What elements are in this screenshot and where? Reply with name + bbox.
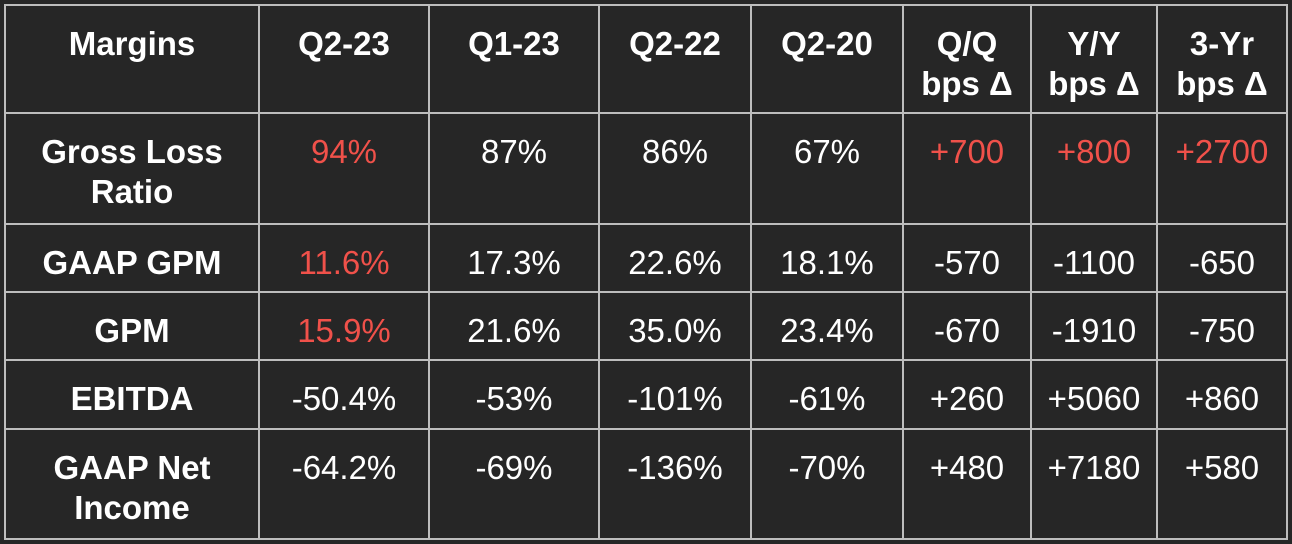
cell-value: -69% bbox=[428, 427, 600, 541]
cell-value: +5060 bbox=[1030, 359, 1158, 430]
header-q2-23: Q2-23 bbox=[258, 3, 430, 115]
cell-value: -61% bbox=[750, 359, 904, 430]
cell-value: 21.6% bbox=[428, 291, 600, 362]
cell-value: +800 bbox=[1030, 112, 1158, 225]
cell-value: -50.4% bbox=[258, 359, 430, 430]
header-q2-22: Q2-22 bbox=[598, 3, 752, 115]
header-row: Margins Q2-23 Q1-23 Q2-22 Q2-20 Q/Q bps Δ… bbox=[4, 3, 1288, 115]
table-row: GAAP GPM 11.6% 17.3% 22.6% 18.1% -570 -1… bbox=[4, 222, 1288, 294]
header-qq-bps: Q/Q bps Δ bbox=[902, 3, 1032, 115]
cell-value: -650 bbox=[1156, 222, 1288, 294]
cell-value: 86% bbox=[598, 112, 752, 225]
margins-table: Margins Q2-23 Q1-23 Q2-22 Q2-20 Q/Q bps Δ… bbox=[4, 3, 1288, 541]
table-row: EBITDA -50.4% -53% -101% -61% +260 +5060… bbox=[4, 359, 1288, 430]
cell-value: -670 bbox=[902, 291, 1032, 362]
table-row: GPM 15.9% 21.6% 35.0% 23.4% -670 -1910 -… bbox=[4, 291, 1288, 362]
cell-value: 94% bbox=[258, 112, 430, 225]
cell-value: 11.6% bbox=[258, 222, 430, 294]
cell-value: 18.1% bbox=[750, 222, 904, 294]
row-label: GAAP Net Income bbox=[4, 427, 260, 541]
header-yy-bps: Y/Y bps Δ bbox=[1030, 3, 1158, 115]
cell-value: -570 bbox=[902, 222, 1032, 294]
table-row: Gross Loss Ratio 94% 87% 86% 67% +700 +80… bbox=[4, 112, 1288, 225]
cell-value: -136% bbox=[598, 427, 752, 541]
cell-value: -64.2% bbox=[258, 427, 430, 541]
cell-value: -53% bbox=[428, 359, 600, 430]
cell-value: +480 bbox=[902, 427, 1032, 541]
row-label: GPM bbox=[4, 291, 260, 362]
cell-value: -70% bbox=[750, 427, 904, 541]
row-label: EBITDA bbox=[4, 359, 260, 430]
cell-value: 15.9% bbox=[258, 291, 430, 362]
header-q2-20: Q2-20 bbox=[750, 3, 904, 115]
cell-value: +260 bbox=[902, 359, 1032, 430]
cell-value: +580 bbox=[1156, 427, 1288, 541]
cell-value: 23.4% bbox=[750, 291, 904, 362]
header-q1-23: Q1-23 bbox=[428, 3, 600, 115]
cell-value: -750 bbox=[1156, 291, 1288, 362]
cell-value: +7180 bbox=[1030, 427, 1158, 541]
cell-value: 17.3% bbox=[428, 222, 600, 294]
cell-value: 87% bbox=[428, 112, 600, 225]
cell-value: -101% bbox=[598, 359, 752, 430]
row-label: GAAP GPM bbox=[4, 222, 260, 294]
cell-value: +700 bbox=[902, 112, 1032, 225]
row-label: Gross Loss Ratio bbox=[4, 112, 260, 225]
cell-value: -1910 bbox=[1030, 291, 1158, 362]
cell-value: 67% bbox=[750, 112, 904, 225]
header-3yr-bps: 3-Yr bps Δ bbox=[1156, 3, 1288, 115]
cell-value: 35.0% bbox=[598, 291, 752, 362]
table-row: GAAP Net Income -64.2% -69% -136% -70% +4… bbox=[4, 427, 1288, 541]
cell-value: -1100 bbox=[1030, 222, 1158, 294]
cell-value: +2700 bbox=[1156, 112, 1288, 225]
header-margins: Margins bbox=[4, 3, 260, 115]
cell-value: +860 bbox=[1156, 359, 1288, 430]
cell-value: 22.6% bbox=[598, 222, 752, 294]
